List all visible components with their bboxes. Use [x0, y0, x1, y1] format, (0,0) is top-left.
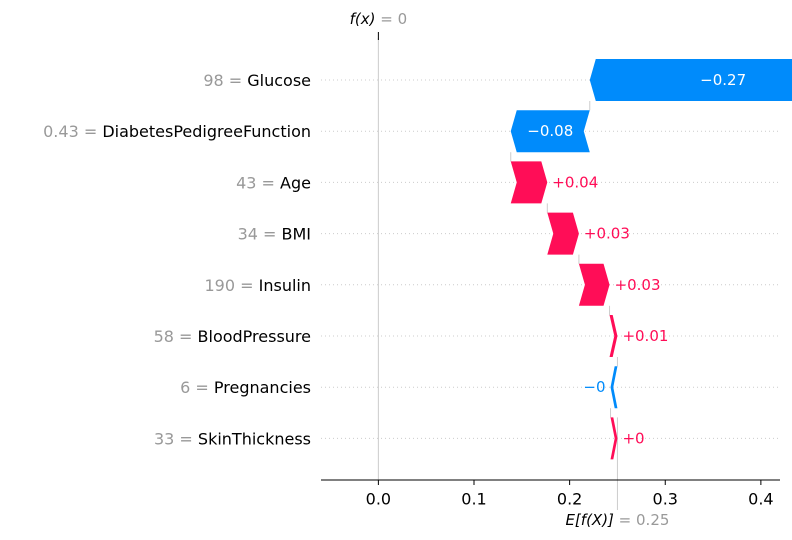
feature-value: 58 =	[154, 327, 198, 346]
x-axis: 0.0 0.1 0.2 0.3 0.4	[321, 479, 780, 509]
feature-label: 6 = Pregnancies	[180, 378, 311, 397]
feature-value: 34 =	[238, 224, 282, 243]
contribution-label-skinthickness: +0	[622, 429, 644, 447]
contribution-label-age: +0.04	[552, 173, 598, 191]
bar-bloodpressure	[609, 315, 618, 357]
bar-diabetespedigreefunction	[510, 110, 590, 153]
contribution-label-bmi: +0.03	[584, 225, 630, 243]
feature-labels: 98 = Glucose 0.43 = DiabetesPedigreeFunct…	[43, 71, 311, 448]
feature-name: Glucose	[247, 71, 311, 90]
feature-name: BloodPressure	[198, 327, 311, 346]
reference-lines	[377, 32, 618, 510]
contribution-label-diabetespedigreefunction: −0.08	[527, 122, 573, 140]
feature-label: 43 = Age	[236, 173, 311, 192]
contribution-label-glucose: −0.27	[700, 71, 746, 89]
bar-pregnancies	[610, 366, 618, 409]
feature-name: Insulin	[259, 275, 311, 294]
feature-label: 58 = BloodPressure	[154, 327, 311, 346]
bar-skinthickness	[610, 417, 618, 460]
feature-name: Age	[280, 173, 311, 192]
bar-bmi	[547, 212, 579, 255]
base-expression: E[f(X)]	[565, 511, 614, 529]
contribution-label-insulin: +0.03	[615, 276, 661, 294]
feature-value: 6 =	[180, 378, 214, 397]
feature-value: 33 =	[154, 429, 198, 448]
output-value: = 0	[375, 10, 407, 28]
base-value: = 0.25	[614, 511, 670, 529]
feature-label: 33 = SkinThickness	[154, 429, 311, 448]
x-tick-label: 0.4	[748, 490, 773, 509]
x-tick-label: 0.2	[557, 490, 582, 509]
feature-name: Pregnancies	[214, 378, 311, 397]
feature-value: 43 =	[236, 173, 280, 192]
contribution-label-pregnancies: −0	[583, 378, 605, 396]
feature-label: 34 = BMI	[238, 224, 311, 243]
feature-value: 0.43 =	[43, 122, 102, 141]
value-annotations: −0.27 −0.08 +0.04 +0.03 +0.03 +0.01 −0 +0 f(x) =…	[350, 10, 747, 529]
bar-insulin	[578, 263, 610, 306]
feature-value: 98 =	[203, 71, 247, 90]
contribution-bars	[510, 59, 792, 460]
bar-glucose	[589, 59, 792, 101]
x-tick-label: 0.1	[461, 490, 486, 509]
contribution-label-bloodpressure: +0.01	[622, 327, 668, 345]
x-tick-label: 0.0	[366, 490, 391, 509]
output-value-annotation: f(x) = 0	[350, 10, 408, 28]
bar-age	[510, 161, 548, 204]
x-tick-label: 0.3	[653, 490, 678, 509]
grid-lines	[321, 79, 780, 439]
feature-name: DiabetesPedigreeFunction	[102, 122, 311, 141]
feature-label: 98 = Glucose	[203, 71, 311, 90]
feature-label: 0.43 = DiabetesPedigreeFunction	[43, 122, 311, 141]
output-expression: f(x)	[350, 10, 376, 28]
feature-label: 190 = Insulin	[205, 275, 312, 294]
base-value-annotation: E[f(X)] = 0.25	[565, 511, 669, 529]
feature-name: BMI	[282, 224, 312, 243]
feature-name: SkinThickness	[198, 429, 311, 448]
feature-value: 190 =	[205, 275, 259, 294]
